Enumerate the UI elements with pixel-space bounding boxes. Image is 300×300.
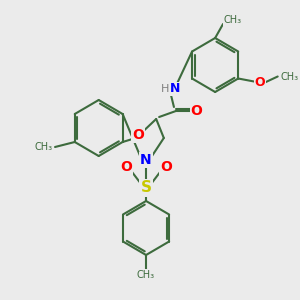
Text: O: O [191, 104, 203, 118]
Text: O: O [160, 160, 172, 174]
Text: N: N [170, 82, 180, 95]
Text: O: O [255, 76, 265, 89]
Text: CH₃: CH₃ [137, 270, 155, 280]
Text: CH₃: CH₃ [34, 142, 52, 152]
Text: CH₃: CH₃ [280, 71, 298, 82]
Text: O: O [133, 128, 144, 142]
Text: S: S [141, 181, 152, 196]
Text: H: H [161, 84, 169, 94]
Text: N: N [140, 153, 152, 167]
Text: CH₃: CH₃ [224, 15, 242, 25]
Text: O: O [120, 160, 132, 174]
